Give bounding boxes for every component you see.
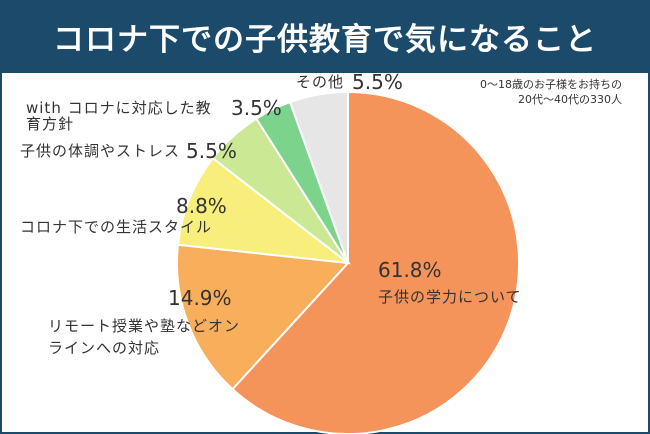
slice-category-label: 子供の体調やストレス (20, 142, 181, 160)
sample-note-line-1: 0〜18歳のお子様をお持ちの (480, 78, 622, 91)
pie-slice-0 (231, 90, 520, 434)
slice-value-label: 3.5% (231, 96, 282, 120)
slice-value-label: 61.8% (378, 258, 442, 282)
slice-category-label: リモート授業や塾などオンラインへの対応 (48, 317, 241, 357)
chart-title: コロナ下での子供教育で気になること (53, 22, 597, 58)
slice-label-5: その他 5.5% (296, 70, 403, 94)
slice-label-0: 61.8% 子供の学力について (378, 258, 522, 306)
slice-value-label: 14.9% (168, 286, 232, 310)
slice-value-label: 8.8% (176, 194, 227, 218)
slice-label-3: 子供の体調やストレス 5.5% (20, 139, 237, 163)
slice-value-label: 5.5% (352, 70, 403, 94)
slice-label-4: with コロナに対応した教育方針 3.5% (26, 98, 282, 133)
slice-value-label: 5.5% (186, 139, 237, 163)
chart-header: コロナ下での子供教育で気になること (0, 0, 650, 73)
pie-slice-2 (176, 156, 352, 265)
slice-category-label: with コロナに対応した教育方針 (26, 99, 212, 133)
slice-label-2: 8.8% コロナ下での生活スタイル (20, 194, 227, 236)
sample-note-line-2: 20代〜40代の330人 (518, 93, 622, 106)
slice-category-label: コロナ下での生活スタイル (20, 218, 213, 236)
slice-category-label: 子供の学力について (378, 288, 522, 306)
pie-slice-5 (288, 90, 349, 264)
slice-label-1: 14.9% リモート授業や塾などオンラインへの対応 (48, 286, 248, 359)
pie-slice-1 (176, 243, 351, 391)
slice-category-label: その他 (296, 73, 345, 91)
sample-note: 0〜18歳のお子様をお持ちの 20代〜40代の330人 (480, 77, 622, 107)
